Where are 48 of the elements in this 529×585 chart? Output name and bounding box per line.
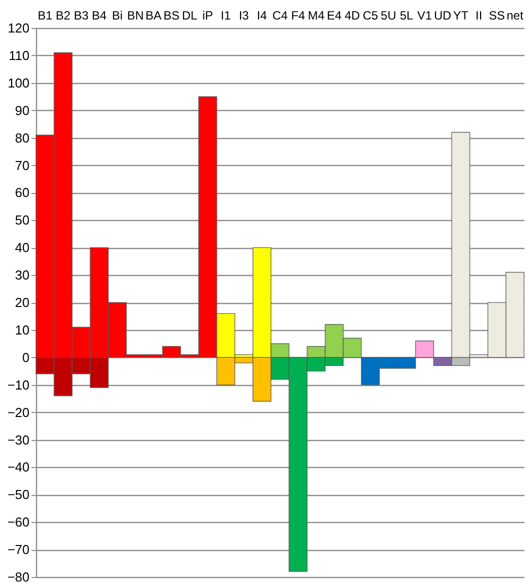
- x-tick-label: I4: [256, 8, 268, 22]
- x-tick-label: iP: [202, 8, 214, 22]
- x-tick-label: 5U: [380, 8, 396, 22]
- x-tick-label: V1: [417, 8, 432, 22]
- x-tick-label: 4D: [344, 8, 360, 22]
- y-tick-label: 80: [15, 130, 30, 146]
- x-tick-label: SS: [488, 8, 505, 22]
- x-tick-label: B4: [92, 8, 107, 22]
- x-tick-label: UD: [434, 8, 452, 22]
- x-tick-label: C4: [272, 8, 288, 22]
- x-tick-label: Bi: [112, 8, 123, 22]
- y-tick-label: 50: [15, 212, 30, 228]
- x-tick-label: BS: [164, 8, 180, 22]
- y-tick-label: −80: [7, 570, 30, 584]
- x-tick-label: B1: [38, 8, 53, 22]
- x-tick-label: BN: [127, 8, 144, 22]
- y-tick-label: 90: [15, 102, 30, 118]
- x-tick-label: E4: [326, 8, 342, 22]
- y-tick-label: −70: [7, 542, 30, 558]
- y-tick-label: 60: [15, 185, 30, 200]
- x-tick-label: YT: [453, 8, 470, 22]
- x-tick-label: C5: [362, 8, 378, 22]
- y-tick-label: −50: [7, 487, 30, 502]
- x-tick-label: I3: [238, 8, 250, 22]
- y-tick-label: 110: [8, 48, 30, 63]
- x-tick-label: I1: [220, 8, 232, 22]
- y-tick-label: −30: [7, 432, 30, 448]
- x-tick-label: DL: [182, 8, 198, 22]
- x-tick-label: F4: [291, 8, 306, 22]
- y-tick-label: −60: [7, 514, 30, 530]
- x-tick-label: B3: [74, 8, 89, 22]
- x-tick-label: M4: [308, 8, 325, 22]
- x-tick-label: BA: [145, 8, 162, 22]
- y-tick-label: 20: [15, 295, 30, 310]
- x-tick-label: net: [506, 8, 524, 22]
- x-tick-label: II: [475, 8, 482, 22]
- y-tick-label: −20: [7, 404, 30, 420]
- y-tick-label: 70: [15, 158, 30, 173]
- y-tick-label: 120: [8, 20, 30, 36]
- x-tick-label: 5L: [400, 8, 414, 22]
- y-tick-label: 30: [15, 268, 30, 283]
- x-tick-label: B2: [56, 8, 71, 22]
- y-tick-label: 10: [15, 322, 30, 338]
- y-tick-label: 0: [22, 350, 30, 365]
- y-tick-label: −40: [7, 460, 30, 475]
- y-tick-label: 40: [15, 240, 30, 256]
- y-tick-label: −10: [7, 377, 30, 392]
- y-tick-label: 100: [8, 75, 30, 90]
